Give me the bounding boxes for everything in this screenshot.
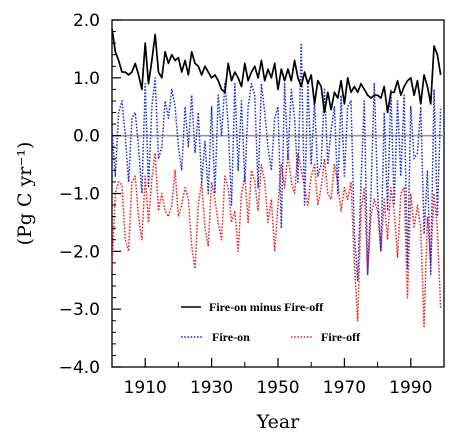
x-axis-title: Year: [256, 411, 300, 433]
series-layer: [111, 28, 442, 328]
y-tick-label: −3.0: [59, 300, 100, 320]
y-axis-title: (Pg C yr⁻¹): [14, 142, 36, 246]
x-tick-label: 1910: [124, 378, 167, 398]
y-tick-label: −1.0: [59, 185, 100, 205]
y-tick-label: −2.0: [59, 242, 100, 262]
plot-area: [111, 19, 445, 368]
legend-label-fire-off: Fire-off: [321, 330, 361, 344]
y-tick-label: 1.0: [73, 69, 100, 89]
series-line-fire-on-minus-fire-off: [111, 28, 442, 114]
series-line-fire-off: [111, 152, 442, 328]
legend-label-fire-on: Fire-on: [212, 330, 250, 344]
x-tick-label: 1950: [256, 378, 299, 398]
y-tick-label: 0.0: [73, 127, 100, 147]
x-tick-label: 1970: [323, 378, 366, 398]
legend-label-fire-on-minus-fire-off: Fire-on minus Fire-off: [209, 300, 324, 314]
axes: −4.0 −3.0 −2.0 −1.0 0.0 1.0 2.0 1910 1930 1950 197…: [59, 11, 433, 398]
x-tick-label: 1990: [389, 378, 432, 398]
series-line-fire-on: [111, 42, 442, 281]
y-tick-label: −4.0: [59, 358, 100, 378]
x-tick-label: 1930: [190, 378, 233, 398]
legend: Fire-on minus Fire-off Fire-on Fire-off: [181, 300, 361, 344]
y-tick-label: 2.0: [73, 11, 100, 31]
